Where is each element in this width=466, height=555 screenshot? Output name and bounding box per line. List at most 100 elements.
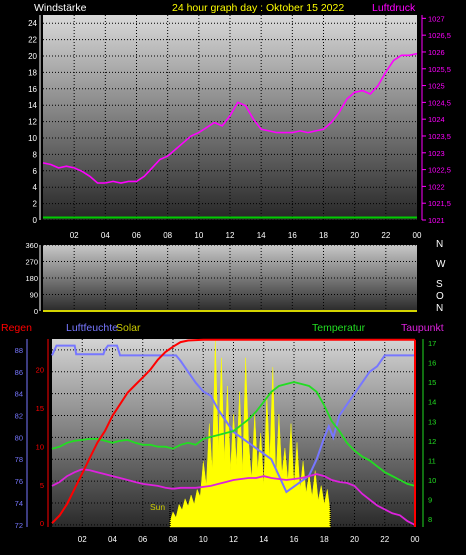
right-tick-label: 1022 <box>428 182 445 191</box>
left-tick-label: 10 <box>28 134 37 143</box>
compass-label: S <box>436 279 443 290</box>
right-tick-label: 1025 <box>428 82 445 91</box>
rain-legend: Regen <box>1 322 32 334</box>
temperature-tick-label: 15 <box>428 378 436 387</box>
x-tick-label: 02 <box>70 231 79 240</box>
chart-title: 24 hour graph day : Oktober 15 2022 <box>172 2 344 14</box>
panel-1-series <box>42 52 418 219</box>
left-tick-label: 22 <box>28 36 37 45</box>
compass-label: W <box>436 259 446 270</box>
humidity-line <box>51 344 415 494</box>
panel-3-humidity-axis: 72 74 76 78 80 82 84 86 88 <box>15 339 28 530</box>
x-tick-label: 00 <box>411 535 420 544</box>
humidity-tick-label: 88 <box>15 346 23 355</box>
direction-tick-label: 0 <box>34 307 38 316</box>
right-tick-label: 1026,5 <box>428 31 451 40</box>
right-axis-title: Luftdruck <box>372 2 416 14</box>
left-tick-label: 4 <box>33 183 38 192</box>
right-tick-label: 1023 <box>428 149 445 158</box>
left-tick-label: 14 <box>28 101 37 110</box>
x-tick-label: 18 <box>320 535 329 544</box>
humidity-tick-label: 76 <box>15 477 23 486</box>
right-tick-label: 1025,5 <box>428 65 451 74</box>
humidity-tick-label: 86 <box>15 368 23 377</box>
left-tick-label: 8 <box>33 150 38 159</box>
humidity-tick-label: 82 <box>15 412 23 421</box>
direction-tick-label: 360 <box>25 241 38 250</box>
x-tick-label: 00 <box>413 231 422 240</box>
humidity-tick-label: 84 <box>15 390 23 399</box>
direction-tick-label: 180 <box>25 274 38 283</box>
temperature-line <box>51 381 416 487</box>
temperature-tick-label: 11 <box>428 456 436 465</box>
x-tick-label: 22 <box>380 535 389 544</box>
x-tick-label: 04 <box>108 535 117 544</box>
temperature-tick-label: 13 <box>428 417 436 426</box>
temperature-tick-label: 10 <box>428 476 436 485</box>
panel-1-right-axis: 1021 1021,5 1022 1022,5 1023 1023,5 1024 1024,5… <box>421 14 451 225</box>
humidity-tick-label: 80 <box>15 433 23 442</box>
panel-2-left-axis: 0 90 180 270 360 <box>25 241 41 316</box>
right-tick-label: 1022,5 <box>428 166 451 175</box>
x-tick-label: 20 <box>350 231 359 240</box>
x-tick-label: 18 <box>319 231 328 240</box>
x-tick-label: 16 <box>290 535 299 544</box>
humidity-tick-label: 72 <box>15 521 23 530</box>
temperature-tick-label: 8 <box>428 515 432 524</box>
dewpoint-legend: Taupunkt <box>401 322 444 334</box>
right-tick-label: 1021,5 <box>428 199 451 208</box>
rain-tick-label: 0 <box>40 519 44 528</box>
x-tick-label: 06 <box>132 231 141 240</box>
temperature-tick-label: 14 <box>428 398 436 407</box>
x-tick-label: 08 <box>163 231 172 240</box>
sun-label: Sun <box>150 502 165 512</box>
x-tick-label: 22 <box>381 231 390 240</box>
right-tick-label: 1026 <box>428 48 445 57</box>
left-tick-label: 12 <box>28 118 37 127</box>
left-tick-label: 24 <box>28 19 37 28</box>
temperature-tick-label: 16 <box>428 359 436 368</box>
left-tick-label: 2 <box>33 200 38 209</box>
temperature-legend: Temperatur <box>312 322 366 334</box>
panel-3-rain-axis: 0 5 10 15 20 <box>36 339 49 528</box>
x-tick-label: 14 <box>259 535 268 544</box>
left-tick-label: 20 <box>28 52 37 61</box>
dewpoint-line <box>51 468 416 526</box>
left-tick-label: 6 <box>33 167 38 176</box>
panel-3-temperature-axis: 8 9 10 11 12 13 14 15 16 17 <box>422 339 436 527</box>
x-tick-label: 08 <box>169 535 178 544</box>
solar-legend: Solar <box>116 322 141 334</box>
x-tick-label: 12 <box>229 535 238 544</box>
rain-tick-label: 15 <box>36 404 44 413</box>
rain-tick-label: 5 <box>40 481 44 490</box>
humidity-legend: Luftfeuchte <box>66 322 118 334</box>
x-tick-label: 04 <box>101 231 110 240</box>
x-tick-label: 02 <box>78 535 87 544</box>
x-tick-label: 10 <box>199 535 208 544</box>
direction-tick-label: 90 <box>30 291 38 300</box>
right-tick-label: 1024,5 <box>428 98 451 107</box>
left-tick-label: 16 <box>28 85 37 94</box>
left-tick-label: 18 <box>28 68 37 77</box>
x-tick-label: 10 <box>194 231 203 240</box>
right-tick-label: 1024 <box>428 115 445 124</box>
right-tick-label: 1023,5 <box>428 132 451 141</box>
compass-label: N <box>436 239 443 250</box>
direction-tick-label: 270 <box>25 258 38 267</box>
panel-1-grid <box>43 15 417 221</box>
left-tick-label: 0 <box>33 216 38 225</box>
rain-line <box>51 338 415 524</box>
temperature-tick-label: 17 <box>428 339 436 348</box>
temperature-tick-label: 12 <box>428 437 436 446</box>
x-tick-label: 20 <box>350 535 359 544</box>
temperature-tick-label: 9 <box>428 496 432 505</box>
x-tick-label: 16 <box>288 231 297 240</box>
compass-label: O <box>436 291 444 302</box>
right-tick-label: 1027 <box>428 14 445 23</box>
pressure-line <box>42 52 418 184</box>
right-tick-label: 1021 <box>428 216 445 225</box>
